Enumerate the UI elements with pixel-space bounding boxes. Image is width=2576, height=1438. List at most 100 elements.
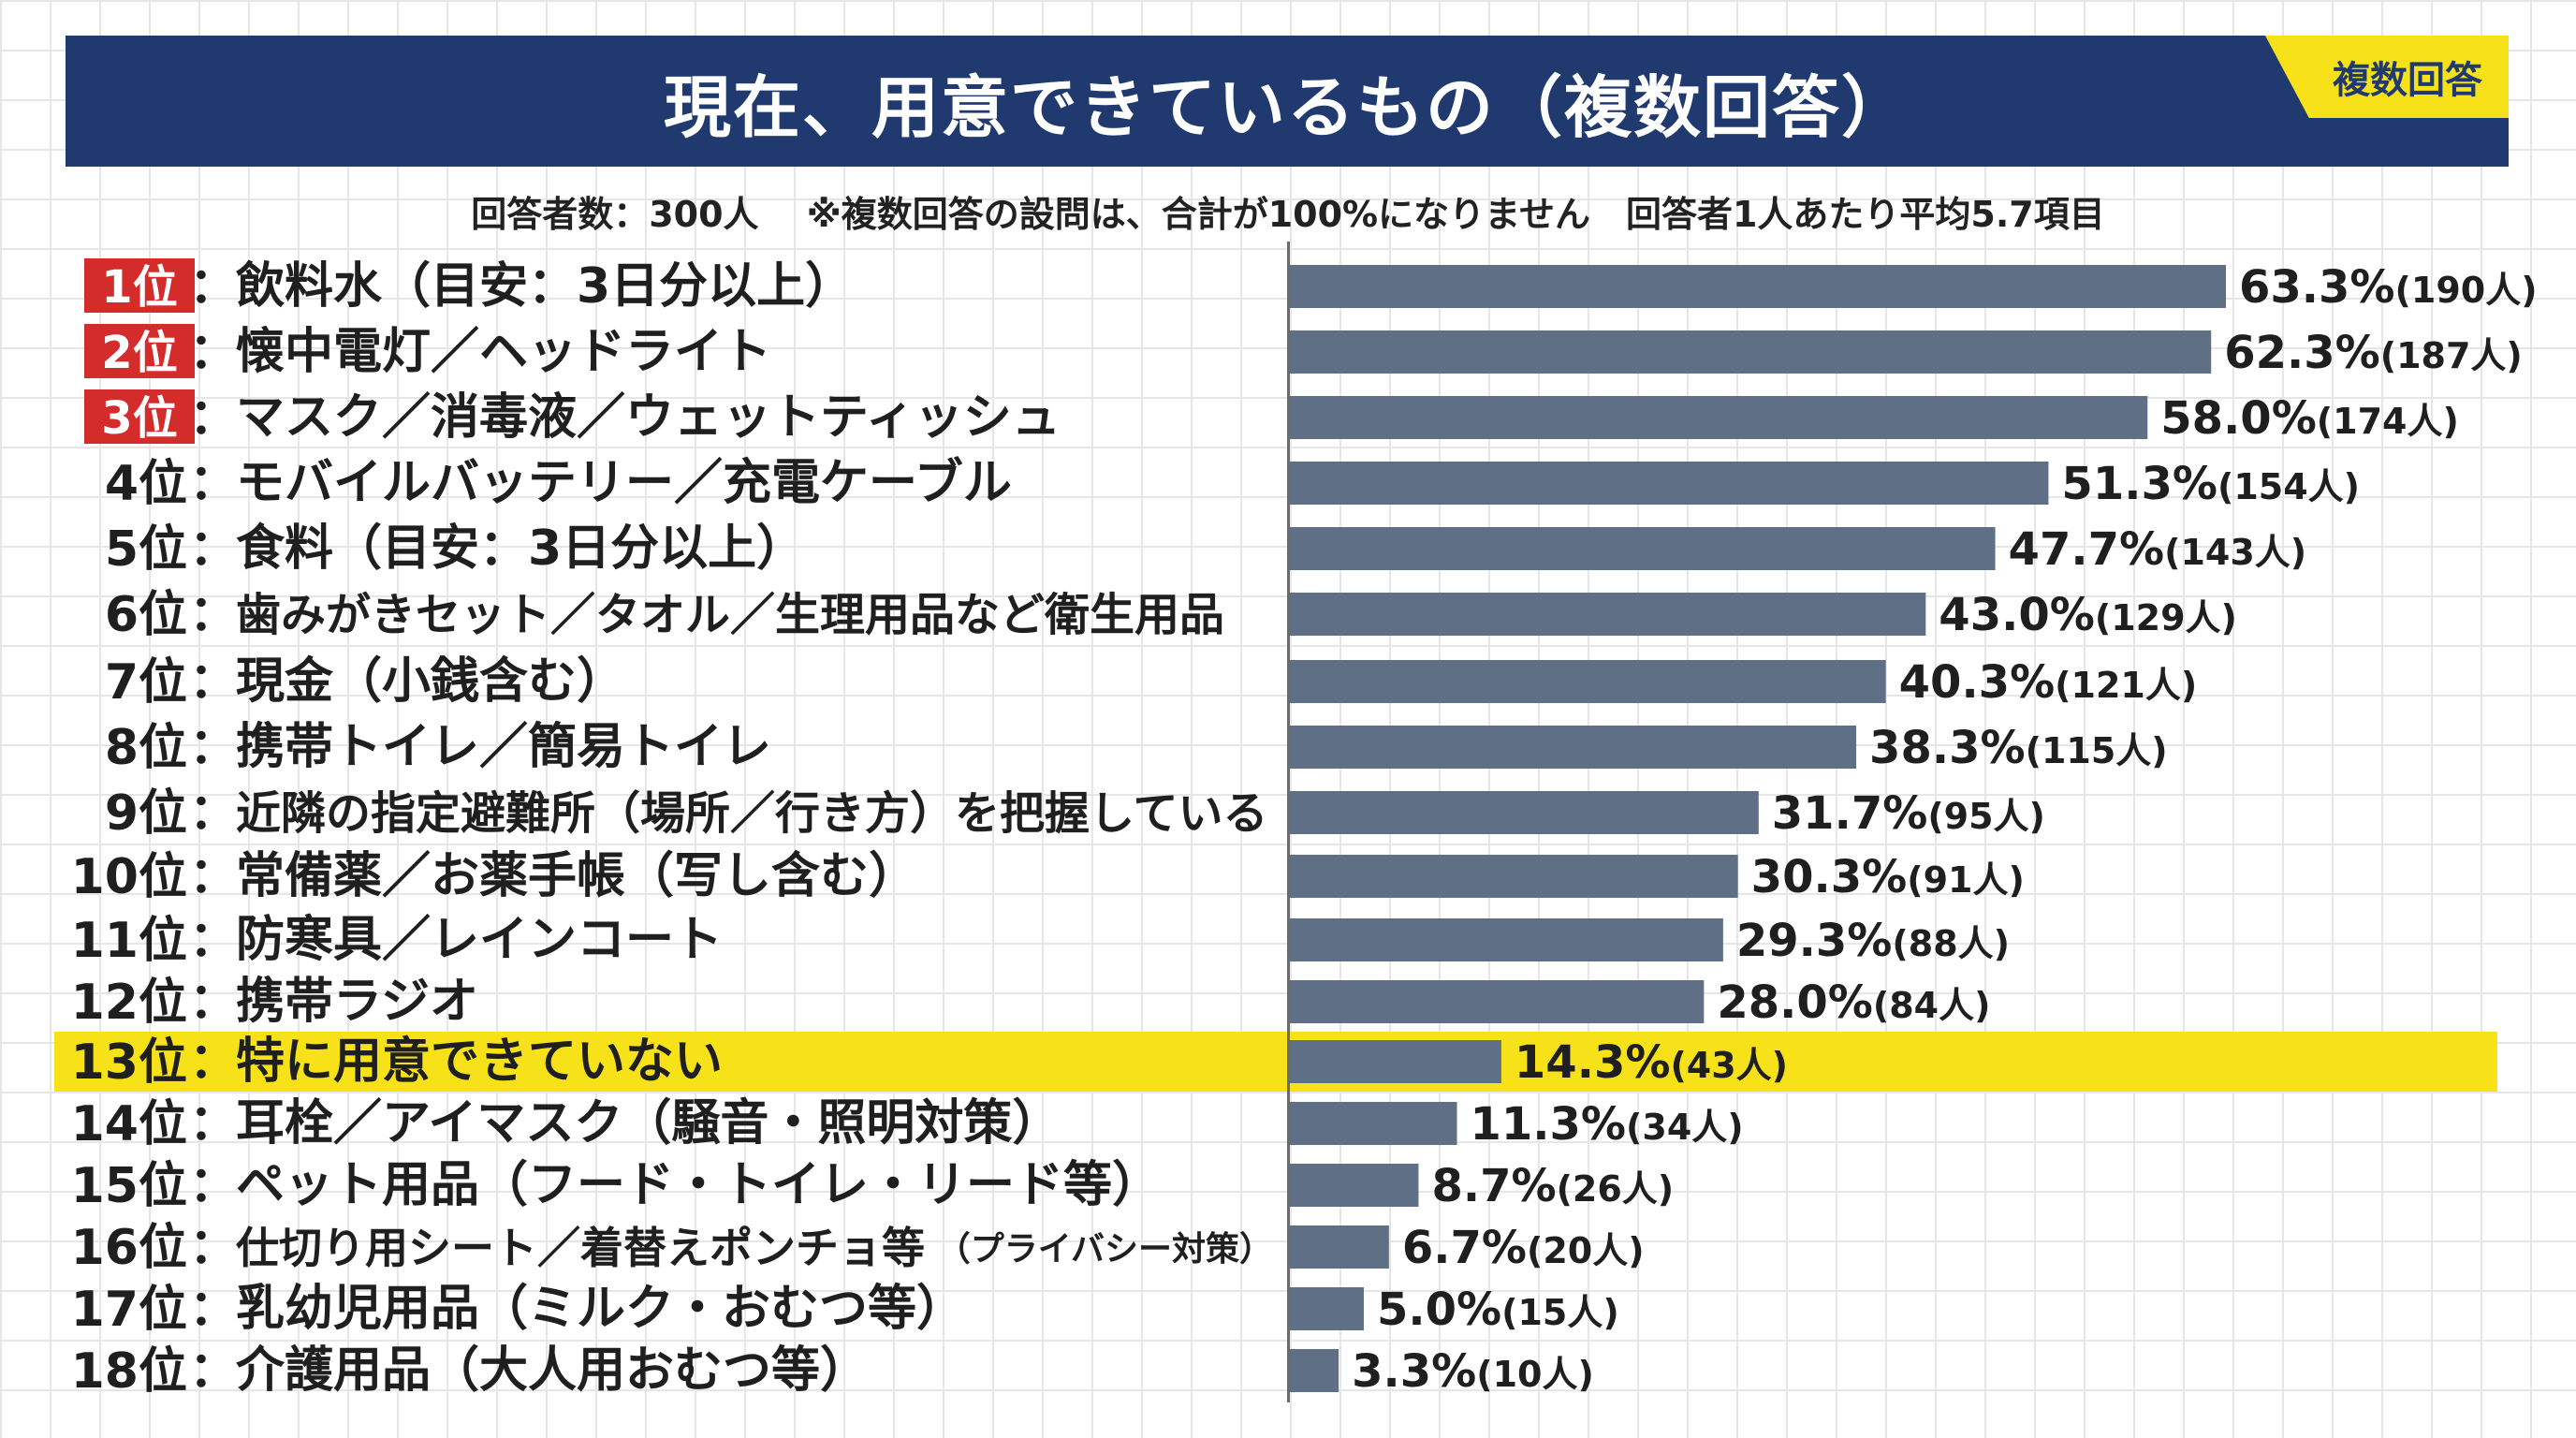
value-label: 38.3%(115人): [1869, 722, 2168, 774]
rank-label: 7位: [105, 654, 187, 711]
bar-row: 5位 ：食料（目安：3日分以上） 47.7%(143人): [105, 521, 2306, 578]
value-percent: 62.3%: [2224, 327, 2380, 379]
value-count: (95人): [1927, 796, 2045, 837]
respondent-note: 回答者数：300人 ※複数回答の設問は、合計が100%になりません 回答者1人あ…: [471, 194, 2105, 235]
rank-separator: ：: [189, 1343, 238, 1399]
value-percent: 30.3%: [1751, 851, 1908, 903]
value-label: 6.7%(20人): [1402, 1222, 1645, 1274]
bar: [1290, 660, 1886, 703]
category-note: （プライバシー対策）: [937, 1230, 1273, 1269]
rank-label: 10位: [71, 849, 187, 905]
rank-separator: ：: [189, 785, 238, 841]
rank-separator: ：: [189, 1034, 238, 1090]
value-count: (121人): [2055, 665, 2197, 706]
value-label: 29.3%(88人): [1736, 915, 2010, 967]
value-label: 5.0%(15人): [1377, 1284, 1619, 1336]
rank-badge: [84, 324, 195, 378]
value-count: (187人): [2380, 335, 2523, 376]
value-percent: 40.3%: [1899, 656, 2056, 709]
value-count: (143人): [2164, 532, 2306, 573]
rank-separator: ：: [189, 389, 238, 446]
category-label: 介護用品（大人用おむつ等）: [236, 1343, 869, 1399]
value-label: 47.7%(143人): [2009, 523, 2307, 576]
category-label: マスク／消毒液／ウェットティッシュ: [236, 389, 1061, 446]
value-percent: 8.7%: [1431, 1160, 1556, 1212]
rank-label: 8位: [105, 720, 187, 776]
bar: [1290, 980, 1705, 1023]
value-label: 14.3%(43人): [1515, 1036, 1788, 1089]
rank-label: 12位: [71, 975, 187, 1031]
rank-separator: ：: [189, 455, 238, 511]
value-count: (26人): [1557, 1168, 1675, 1210]
bar: [1290, 791, 1759, 834]
category-label: 近隣の指定避難所（場所／行き方）を把握している: [236, 787, 1268, 840]
bar: [1290, 593, 1926, 636]
rank-label: 1位: [101, 261, 177, 314]
category-label: 常備薬／お薬手帳（写し含む）: [236, 848, 917, 904]
rank-separator: ：: [189, 848, 238, 904]
chart-header: 現在、用意できているもの（複数回答） 複数回答: [66, 36, 2509, 167]
bar: [1290, 396, 2148, 439]
bar-row: 11位 ：防寒具／レインコート 29.3%(88人): [71, 912, 2010, 969]
category-label: ペット用品（フード・トイレ・リード等）: [236, 1157, 1161, 1213]
category-label: 食料（目安：3日分以上）: [236, 521, 805, 577]
rank-label: 5位: [105, 521, 187, 578]
rank-separator: ：: [189, 1157, 238, 1213]
value-count: (129人): [2095, 597, 2237, 638]
category-label: 特に用意できていない: [236, 1034, 723, 1090]
bar-row: 14位 ：耳栓／アイマスク（騒音・照明対策） 11.3%(34人): [71, 1095, 1744, 1152]
category-label: 耳栓／アイマスク（騒音・照明対策）: [236, 1095, 1061, 1152]
category-label: 乳幼児用品（ミルク・おむつ等）: [236, 1281, 965, 1337]
category-label: 防寒具／レインコート: [236, 912, 723, 968]
rank-separator: ：: [189, 324, 238, 380]
rank-separator: ：: [189, 719, 238, 775]
value-percent: 29.3%: [1736, 915, 1893, 967]
value-label: 11.3%(34人): [1471, 1098, 1744, 1151]
category-label: 飲料水（目安：3日分以上）: [236, 258, 854, 315]
value-percent: 63.3%: [2239, 261, 2395, 314]
value-percent: 11.3%: [1471, 1098, 1627, 1151]
bar-row: 13位 ：特に用意できていない 14.3%(43人): [71, 1034, 1788, 1091]
rank-label: 16位: [71, 1220, 187, 1276]
bar: [1290, 330, 2212, 374]
bar: [1290, 1349, 1339, 1392]
value-count: (34人): [1626, 1107, 1744, 1148]
rank-label: 13位: [71, 1034, 187, 1091]
value-percent: 43.0%: [1939, 589, 2095, 641]
value-count: (20人): [1527, 1230, 1645, 1271]
value-percent: 3.3%: [1352, 1345, 1476, 1398]
value-label: 43.0%(129人): [1939, 589, 2237, 641]
rank-badge: [84, 258, 195, 313]
bar: [1290, 918, 1723, 961]
value-label: 63.3%(190人): [2239, 261, 2538, 314]
value-percent: 38.3%: [1869, 722, 2026, 774]
rank-separator: ：: [189, 912, 238, 968]
rank-label: 14位: [71, 1096, 187, 1152]
multiple-answer-badge: 複数回答: [2265, 36, 2509, 118]
value-label: 30.3%(91人): [1751, 851, 2025, 903]
bar-row: 16位 ：仕切り用シート／着替えポンチョ等 （プライバシー対策） 6.7%(20人): [71, 1219, 1645, 1276]
bar-row: 9位 ：近隣の指定避難所（場所／行き方）を把握している 31.7%(95人): [105, 785, 2045, 842]
bar-row: 12位 ：携帯ラジオ 28.0%(84人): [71, 974, 1991, 1031]
category-label: 携帯トイレ／簡易トイレ: [236, 719, 771, 775]
axis-divider: [1287, 242, 1290, 1402]
bar-row: 7位 ：現金（小銭含む） 40.3%(121人): [105, 653, 2197, 711]
category-label: 仕切り用シート／着替えポンチョ等: [236, 1223, 925, 1273]
value-percent: 5.0%: [1377, 1284, 1501, 1336]
bar: [1290, 726, 1857, 769]
rank-label: 18位: [71, 1343, 187, 1400]
bar-row: 3位 ：マスク／消毒液／ウェットティッシュ 58.0%(174人): [84, 389, 2459, 446]
category-label: モバイルバッテリー／充電ケーブル: [236, 455, 1012, 511]
bar-row: 4位 ：モバイルバッテリー／充電ケーブル 51.3%(154人): [105, 455, 2360, 512]
rank-label: 3位: [101, 392, 177, 445]
category-label: 携帯ラジオ: [236, 974, 478, 1030]
value-count: (43人): [1670, 1045, 1788, 1086]
rank-label: 17位: [71, 1282, 187, 1338]
value-percent: 47.7%: [2009, 523, 2165, 576]
bar: [1290, 1164, 1419, 1207]
category-label: 現金（小銭含む）: [236, 653, 625, 710]
bar-row: 8位 ：携帯トイレ／簡易トイレ 38.3%(115人): [105, 719, 2168, 776]
chart-title: 現在、用意できているもの（複数回答）: [663, 67, 1910, 147]
rank-separator: ：: [189, 653, 238, 710]
rank-separator: ：: [189, 258, 238, 315]
